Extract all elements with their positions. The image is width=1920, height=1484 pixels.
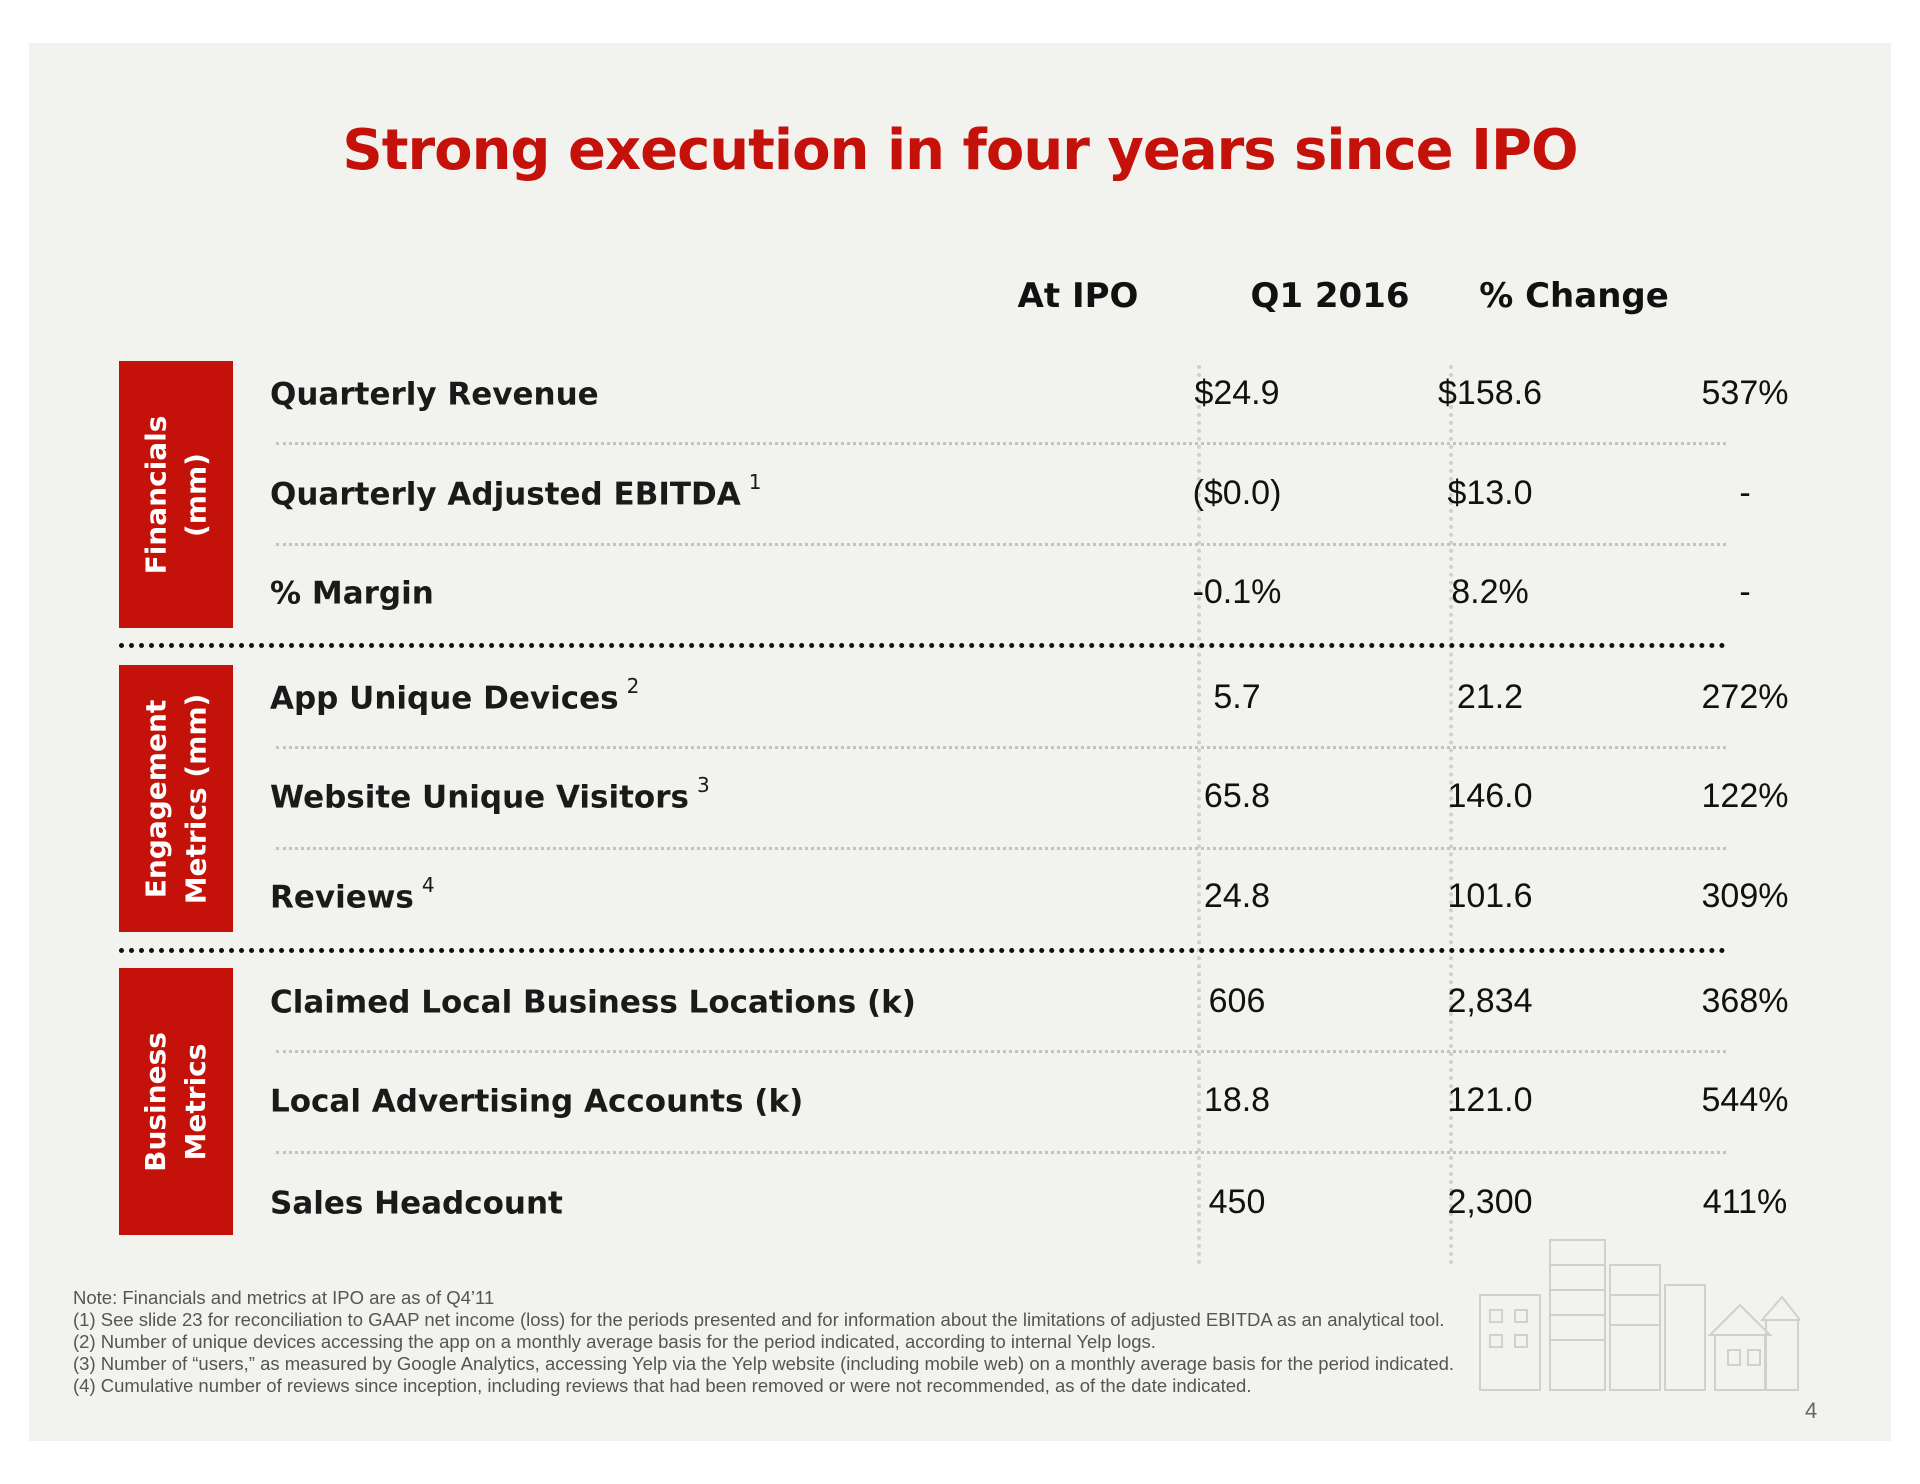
percent-change-value: 537% xyxy=(1701,374,1789,412)
metric-label: % Margin xyxy=(270,575,434,612)
table-row: Local Advertising Accounts (k) 18.8 121.… xyxy=(270,1071,1788,1131)
at-ipo-value: 18.8 xyxy=(1203,1081,1271,1119)
row-separator xyxy=(276,1151,1726,1154)
footnote: (1) See slide 23 for reconciliation to G… xyxy=(73,1309,1445,1330)
group-label-line: Engagement xyxy=(139,699,173,898)
metric-label: Local Advertising Accounts (k) xyxy=(270,1083,804,1120)
q1-2016-value: $158.6 xyxy=(1438,374,1542,412)
percent-change-value: - xyxy=(1739,573,1751,611)
q1-2016-value: 8.2% xyxy=(1451,573,1529,611)
row-separator xyxy=(276,1050,1726,1053)
percent-change-value: 544% xyxy=(1701,1081,1789,1119)
metric-label: Claimed Local Business Locations (k) xyxy=(270,984,916,1021)
at-ipo-value: 5.7 xyxy=(1213,678,1261,716)
at-ipo-value: 24.8 xyxy=(1203,877,1271,915)
footnotes: Note: Financials and metrics at IPO are … xyxy=(73,1287,1773,1397)
metric-label: Reviews 4 xyxy=(270,873,435,916)
at-ipo-value: 450 xyxy=(1208,1183,1266,1221)
group-label-financials: Financials (mm) xyxy=(119,361,233,628)
row-separator xyxy=(276,746,1726,749)
group-label-line: (mm) xyxy=(179,452,212,537)
q1-2016-value: $13.0 xyxy=(1447,474,1533,512)
q1-2016-value: 101.6 xyxy=(1447,877,1533,915)
slide-background xyxy=(29,43,1891,1441)
metric-label: Quarterly Revenue xyxy=(270,376,599,413)
group-label-line: Metrics xyxy=(179,1043,213,1160)
row-separator xyxy=(276,543,1726,546)
at-ipo-value: ($0.0) xyxy=(1192,474,1282,512)
q1-2016-value: 2,834 xyxy=(1447,982,1533,1020)
row-separator xyxy=(276,847,1726,850)
group-label-line: Financials xyxy=(139,415,172,574)
percent-change-value: 272% xyxy=(1701,678,1789,716)
q1-2016-value: 121.0 xyxy=(1447,1081,1533,1119)
page-number: 4 xyxy=(1805,1398,1818,1423)
footnote: (4) Cumulative number of reviews since i… xyxy=(73,1375,1252,1396)
metric-label: Sales Headcount xyxy=(270,1185,563,1222)
at-ipo-value: 65.8 xyxy=(1203,777,1271,815)
footnote: Note: Financials and metrics at IPO are … xyxy=(73,1287,495,1308)
q1-2016-value: 21.2 xyxy=(1456,678,1524,716)
table-row: App Unique Devices 2 5.7 21.2 272% xyxy=(270,668,1788,728)
slide-title: Strong execution in four years since IPO xyxy=(342,118,1578,183)
at-ipo-value: 606 xyxy=(1208,982,1266,1020)
table-row: Quarterly Revenue $24.9 $158.6 537% xyxy=(270,364,1788,424)
group-label-line: Business xyxy=(139,1031,173,1172)
footnote: (3) Number of “users,” as measured by Go… xyxy=(73,1353,1455,1374)
q1-2016-value: 2,300 xyxy=(1447,1183,1533,1221)
percent-change-value: 122% xyxy=(1701,777,1789,815)
group-label-line: Metrics (mm) xyxy=(179,693,213,904)
table-row: Website Unique Visitors 3 65.8 146.0 122% xyxy=(270,767,1788,827)
table-row: Quarterly Adjusted EBITDA 1 ($0.0) $13.0 … xyxy=(270,464,1751,524)
column-header-q1-2016: Q1 2016 xyxy=(1250,276,1410,316)
column-header-at-ipo: At IPO xyxy=(1017,276,1139,316)
q1-2016-value: 146.0 xyxy=(1447,777,1533,815)
group-separator xyxy=(119,948,1726,953)
table-row: Sales Headcount 450 2,300 411% xyxy=(270,1173,1787,1233)
percent-change-value: 368% xyxy=(1701,982,1789,1020)
city-skyline-illustration xyxy=(1479,1239,1800,1391)
percent-change-value: 309% xyxy=(1701,877,1789,915)
at-ipo-value: $24.9 xyxy=(1194,374,1280,412)
row-separator xyxy=(276,442,1726,445)
table-row: Claimed Local Business Locations (k) 606… xyxy=(270,972,1788,1032)
at-ipo-value: -0.1% xyxy=(1192,573,1282,611)
metric-label: App Unique Devices 2 xyxy=(270,674,640,717)
group-label-engagement: Engagement Metrics (mm) xyxy=(119,665,233,932)
group-label-business: Business Metrics xyxy=(119,968,233,1235)
table-row: % Margin -0.1% 8.2% - xyxy=(270,563,1751,623)
metric-label: Quarterly Adjusted EBITDA 1 xyxy=(270,470,762,513)
column-header-percent-change: % Change xyxy=(1479,276,1669,316)
column-divider xyxy=(1449,365,1453,1265)
footnote: (2) Number of unique devices accessing t… xyxy=(73,1331,1156,1352)
column-divider xyxy=(1197,365,1201,1265)
table-row: Reviews 4 24.8 101.6 309% xyxy=(270,867,1788,927)
group-separator xyxy=(119,643,1726,648)
percent-change-value: 411% xyxy=(1702,1183,1788,1221)
metric-label: Website Unique Visitors 3 xyxy=(270,773,710,816)
percent-change-value: - xyxy=(1739,474,1751,512)
